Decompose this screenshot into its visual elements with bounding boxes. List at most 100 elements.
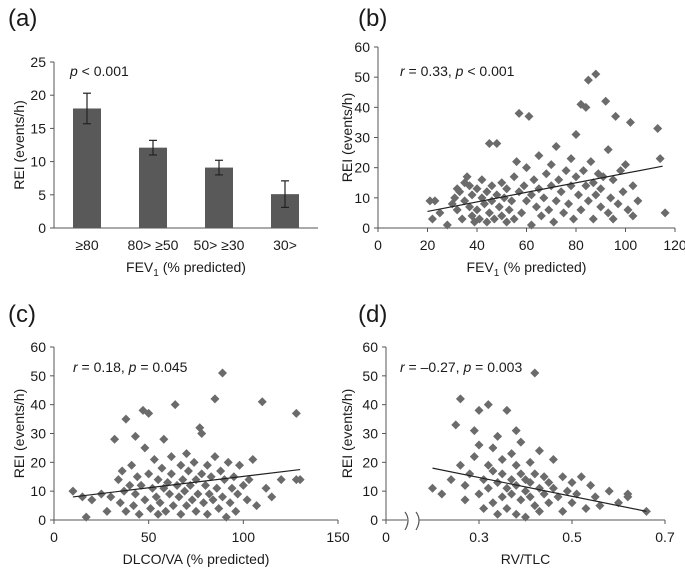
data-point: [462, 172, 472, 182]
data-point: [455, 394, 465, 404]
data-point: [576, 205, 586, 215]
data-point: [554, 175, 564, 185]
bar: [73, 108, 101, 228]
data-point: [548, 483, 558, 493]
data-point: [556, 187, 566, 197]
data-point: [460, 495, 470, 505]
data-point: [595, 501, 605, 511]
x-tick-label: 30>: [273, 237, 297, 253]
data-point: [134, 509, 144, 519]
data-point: [504, 205, 514, 215]
data-point: [521, 512, 530, 522]
y-tick-label: 0: [38, 512, 46, 528]
panel-c: (c) 0 10 20 30 40 50 60 REI (events/h) 0 50 100 150 r…: [8, 301, 350, 567]
data-point: [625, 117, 635, 127]
data-point: [197, 429, 207, 438]
data-point: [564, 199, 574, 209]
x-tick-label: 0.5: [562, 529, 582, 545]
data-point: [566, 154, 576, 164]
data-point: [200, 480, 210, 490]
data-point: [525, 478, 535, 488]
y-tick-label: 0: [370, 512, 378, 528]
x-axis-title: DLCO/VA (% predicted): [123, 551, 270, 567]
trend-line: [432, 467, 647, 512]
data-point: [202, 460, 212, 470]
x-tick-label: 0: [374, 237, 382, 253]
panel-b: (b) 0 10 20 30 40 50 60 REI (events/h) 0 20 40 60 80 1…: [339, 5, 685, 279]
data-point: [531, 202, 541, 212]
data-point: [127, 460, 137, 470]
data-point: [611, 111, 621, 121]
data-point: [522, 196, 531, 206]
data-point: [472, 205, 482, 215]
data-point: [541, 169, 551, 179]
data-point: [144, 408, 154, 418]
data-point: [140, 495, 150, 505]
data-point: [483, 460, 493, 470]
data-point: [229, 472, 239, 482]
stat-annotation: r = –0.27, p = 0.003: [400, 359, 522, 375]
data-point: [497, 454, 507, 464]
data-point: [172, 480, 182, 490]
data-point: [551, 142, 561, 152]
data-point: [484, 208, 494, 218]
y-tick-label: 0: [362, 220, 370, 236]
panel-letter: (b): [358, 5, 387, 32]
data-point: [558, 472, 568, 482]
data-point: [618, 187, 628, 197]
data-point: [218, 492, 228, 502]
data-point: [529, 175, 539, 185]
data-point: [178, 475, 188, 485]
data-point: [488, 466, 498, 476]
data-point: [450, 193, 460, 203]
data-point: [121, 506, 131, 516]
stat-r: r: [73, 359, 79, 375]
data-point: [613, 199, 623, 209]
data-point: [628, 211, 638, 221]
data-point: [591, 190, 601, 200]
data-point: [153, 509, 163, 519]
stat-p-value: < 0.001: [463, 63, 514, 79]
data-point: [117, 466, 127, 476]
data-point: [608, 214, 618, 224]
data-point: [561, 166, 571, 176]
data-point: [204, 489, 214, 499]
y-tick-label: 50: [362, 368, 378, 384]
data-point: [210, 452, 220, 462]
data-point: [474, 405, 484, 415]
panel-letter: (d): [358, 301, 387, 328]
axis-break-mark: [415, 511, 420, 531]
data-point: [202, 509, 212, 519]
data-point: [465, 469, 475, 479]
data-point: [497, 469, 507, 479]
data-point: [558, 506, 568, 516]
data-point: [136, 480, 146, 490]
x-tick-label: 50> ≥30: [194, 237, 245, 253]
data-point: [219, 475, 229, 485]
data-point: [581, 503, 591, 513]
data-point: [472, 184, 482, 194]
data-point: [524, 111, 534, 121]
y-axis-title: REI (events/h): [11, 389, 27, 478]
data-point: [603, 145, 613, 155]
data-point: [581, 102, 591, 112]
data-point: [425, 196, 435, 206]
data-point: [208, 495, 218, 505]
data-point: [77, 492, 87, 502]
data-point: [562, 486, 572, 496]
x-tick-label: 50: [141, 529, 157, 545]
data-point: [206, 472, 216, 482]
data-point: [546, 181, 556, 191]
data-point: [660, 208, 670, 218]
data-point: [176, 460, 186, 470]
data-point: [176, 509, 186, 519]
stat-annotation: p < 0.001: [69, 63, 129, 79]
data-point: [189, 457, 199, 467]
data-point: [493, 478, 503, 488]
data-point: [521, 486, 530, 496]
x-axis-title-subscript: 1: [153, 268, 159, 279]
data-point: [502, 217, 512, 227]
x-axis-title: RV/TLC: [501, 551, 551, 567]
data-point: [147, 483, 157, 493]
data-point: [590, 492, 600, 502]
